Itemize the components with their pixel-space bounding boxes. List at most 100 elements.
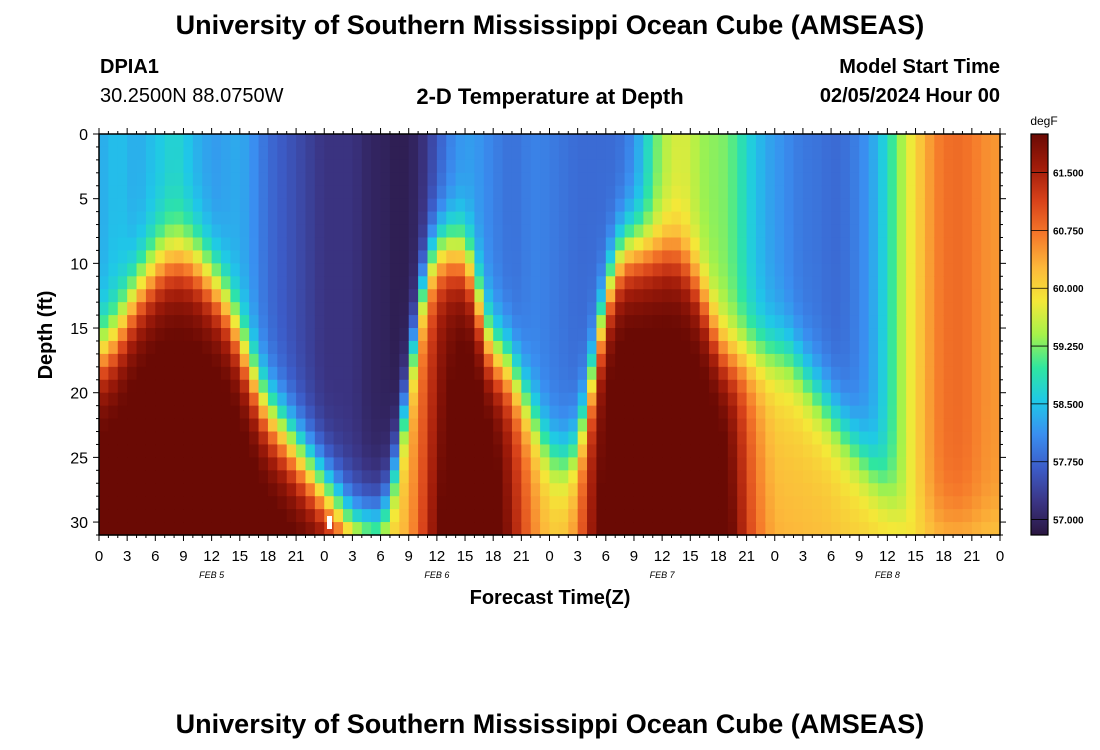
heatmap-cell xyxy=(465,302,476,316)
heatmap-cell xyxy=(474,379,485,394)
heatmap-cell xyxy=(587,496,598,510)
heatmap-cell xyxy=(802,392,813,407)
heatmap-cell xyxy=(502,392,513,407)
heatmap-cell xyxy=(896,146,907,161)
heatmap-cell xyxy=(427,134,438,148)
heatmap-cell xyxy=(230,146,241,161)
heatmap-cell xyxy=(427,353,438,368)
heatmap-cell xyxy=(859,315,870,329)
heatmap-cell xyxy=(699,522,710,536)
heatmap-cell xyxy=(971,328,982,342)
heatmap-cell xyxy=(671,509,682,523)
heatmap-cell xyxy=(915,146,926,161)
heatmap-cell xyxy=(314,379,325,394)
heatmap-cell xyxy=(192,289,203,303)
heatmap-cell xyxy=(267,211,278,226)
heatmap-cell xyxy=(455,444,466,458)
heatmap-cell xyxy=(277,172,288,187)
heatmap-cell xyxy=(511,134,522,148)
heatmap-cell xyxy=(934,211,945,226)
heatmap-cell xyxy=(202,276,213,290)
heatmap-cell xyxy=(840,444,851,458)
heatmap-cell xyxy=(352,418,363,433)
heatmap-cell xyxy=(540,198,551,213)
heatmap-cell xyxy=(840,159,851,174)
heatmap-cell xyxy=(953,211,964,226)
heatmap-cell xyxy=(558,457,569,471)
heatmap-cell xyxy=(483,198,494,213)
heatmap-cell xyxy=(493,134,504,148)
heatmap-cell xyxy=(558,470,569,484)
heatmap-cell xyxy=(249,172,260,187)
heatmap-cell xyxy=(380,289,391,303)
heatmap-cell xyxy=(624,159,635,174)
heatmap-cell xyxy=(887,237,898,252)
heatmap-cell xyxy=(662,159,673,174)
heatmap-cell xyxy=(455,237,466,252)
heatmap-cell xyxy=(831,185,842,200)
heatmap-cell xyxy=(418,405,429,420)
heatmap-cell xyxy=(906,302,917,316)
heatmap-cell xyxy=(389,289,400,303)
x-tick-label: 21 xyxy=(513,548,530,565)
heatmap-cell xyxy=(755,250,766,264)
heatmap-cell xyxy=(530,457,541,471)
heatmap-cell xyxy=(849,328,860,342)
heatmap-cell xyxy=(568,198,579,213)
heatmap-cell xyxy=(831,522,842,536)
heatmap-cell xyxy=(183,431,194,446)
heatmap-cell xyxy=(127,276,138,290)
heatmap-cell xyxy=(793,431,804,446)
heatmap-cell xyxy=(615,237,626,252)
heatmap-cell xyxy=(887,250,898,264)
heatmap-cell xyxy=(802,134,813,148)
heatmap-cell xyxy=(108,159,119,174)
heatmap-cell xyxy=(380,315,391,329)
heatmap-cell xyxy=(709,431,720,446)
heatmap-cell xyxy=(427,522,438,536)
heatmap-cell xyxy=(709,418,720,433)
heatmap-cell xyxy=(333,405,344,420)
heatmap-cell xyxy=(324,483,335,497)
heatmap-cell xyxy=(455,289,466,303)
heatmap-cell xyxy=(633,392,644,407)
heatmap-cell xyxy=(915,289,926,303)
heatmap-cell xyxy=(868,431,879,446)
heatmap-cell xyxy=(652,250,663,264)
heatmap-cell xyxy=(558,340,569,355)
heatmap-cell xyxy=(296,509,307,523)
heatmap-cell xyxy=(371,405,382,420)
heatmap-cell xyxy=(671,340,682,355)
heatmap-cell xyxy=(108,353,119,368)
heatmap-cell xyxy=(174,237,185,252)
heatmap-cell xyxy=(877,159,888,174)
heatmap-cell xyxy=(633,237,644,252)
heatmap-cell xyxy=(436,159,447,174)
heatmap-cell xyxy=(953,496,964,510)
heatmap-cell xyxy=(493,159,504,174)
heatmap-cell xyxy=(840,392,851,407)
heatmap-cell xyxy=(549,366,560,381)
heatmap-cell xyxy=(709,328,720,342)
heatmap-cell xyxy=(221,418,231,433)
heatmap-cell xyxy=(643,276,654,290)
heatmap-cell xyxy=(943,483,954,497)
heatmap-cell xyxy=(568,444,579,458)
heatmap-cell xyxy=(915,522,926,536)
heatmap-cell xyxy=(868,159,879,174)
heatmap-cell xyxy=(953,418,964,433)
heatmap-cell xyxy=(230,237,241,252)
heatmap-cell xyxy=(699,496,710,510)
heatmap-cell xyxy=(127,522,138,536)
heatmap-cell xyxy=(896,315,907,329)
heatmap-cell xyxy=(633,496,644,510)
heatmap-cell xyxy=(577,250,588,264)
heatmap-cell xyxy=(605,159,616,174)
heatmap-cell xyxy=(230,340,241,355)
heatmap-cell xyxy=(596,444,607,458)
heatmap-cell xyxy=(633,302,644,316)
heatmap-cell xyxy=(849,444,860,458)
heatmap-cell xyxy=(221,172,231,187)
heatmap-cell xyxy=(296,185,307,200)
heatmap-cell xyxy=(896,379,907,394)
